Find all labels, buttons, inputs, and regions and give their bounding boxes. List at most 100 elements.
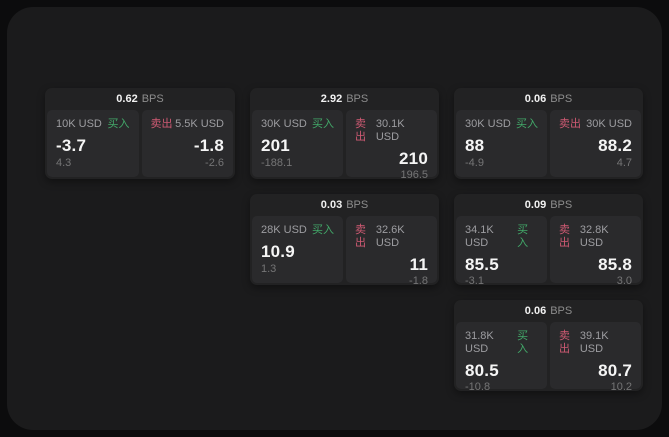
spread-unit-label: BPS — [346, 199, 369, 211]
spread-unit-label: BPS — [550, 93, 573, 105]
buy-label: 买入 — [517, 330, 529, 355]
sell-price: -1.8 — [193, 136, 224, 155]
spread-unit-label: BPS — [141, 93, 164, 105]
quote-card: 0.06 BPS 30K USD 买入 88 -4.9 卖出 30K USD — [454, 88, 643, 179]
buy-label: 买入 — [312, 224, 334, 236]
sell-quote-panel[interactable]: 卖出 32.8K USD 85.8 3.0 — [550, 216, 641, 287]
spread-header: 0.03 BPS — [252, 194, 437, 216]
sell-panel-top: 卖出 32.6K USD — [355, 224, 428, 250]
sell-quote-panel[interactable]: 卖出 32.6K USD 11 -1.8 — [346, 216, 437, 287]
sell-delta: 4.7 — [616, 157, 632, 169]
sell-panel-top: 卖出 30K USD — [559, 118, 632, 131]
sell-size: 39.1K USD — [579, 330, 609, 355]
quote-card: 2.92 BPS 30K USD 买入 201 -188.1 卖出 30.1K … — [250, 88, 439, 181]
buy-size: 10K USD — [56, 118, 102, 130]
buy-panel-top: 34.1K USD 买入 — [465, 224, 538, 250]
buy-quote-panel[interactable]: 30K USD 买入 201 -188.1 — [252, 110, 343, 177]
quote-panels: 30K USD 买入 88 -4.9 卖出 30K USD 88.2 4.7 — [456, 110, 641, 177]
buy-quote-panel[interactable]: 30K USD 买入 88 -4.9 — [456, 110, 547, 177]
sell-size: 30.1K USD — [375, 118, 405, 143]
buy-size: 30K USD — [465, 118, 511, 130]
sell-size: 5.5K USD — [175, 118, 224, 130]
spread-header: 0.62 BPS — [47, 88, 233, 110]
buy-quote-panel[interactable]: 34.1K USD 买入 85.5 -3.1 — [456, 216, 547, 287]
spread-header: 0.06 BPS — [456, 88, 641, 110]
sell-label: 卖出 — [355, 224, 366, 249]
quote-panels: 28K USD 买入 10.9 1.3 卖出 32.6K USD 11 -1.8 — [252, 216, 437, 287]
buy-price: 88 — [465, 136, 485, 155]
buy-price: 201 — [261, 136, 290, 155]
sell-price: 85.8 — [598, 255, 632, 274]
buy-price: -3.7 — [56, 136, 87, 155]
spread-value: 0.62 — [116, 93, 138, 105]
spread-header: 0.06 BPS — [456, 300, 641, 322]
buy-delta: -3.1 — [465, 275, 484, 287]
buy-price: 85.5 — [465, 255, 499, 274]
spread-value: 0.06 — [524, 93, 547, 105]
buy-size: 34.1K USD — [465, 224, 494, 249]
buy-quote-panel[interactable]: 28K USD 买入 10.9 1.3 — [252, 216, 343, 283]
quote-panels: 10K USD 买入 -3.7 4.3 卖出 5.5K USD -1.8 -2.… — [47, 110, 233, 177]
spread-header: 0.09 BPS — [456, 194, 641, 216]
buy-panel-top: 10K USD 买入 — [56, 118, 130, 131]
buy-delta: -4.9 — [465, 157, 484, 169]
sell-panel-top: 卖出 39.1K USD — [559, 330, 632, 356]
buy-price: 80.5 — [465, 361, 499, 380]
spread-unit-label: BPS — [550, 199, 573, 211]
sell-price: 88.2 — [598, 136, 632, 155]
sell-panel-top: 卖出 30.1K USD — [355, 118, 428, 144]
quote-panels: 34.1K USD 买入 85.5 -3.1 卖出 32.8K USD 85.8… — [456, 216, 641, 287]
quotes-grid: 0.62 BPS 10K USD 买入 -3.7 4.3 卖出 5.5K USD — [45, 88, 643, 393]
sell-panel-top: 卖出 32.8K USD — [559, 224, 632, 250]
sell-quote-panel[interactable]: 卖出 39.1K USD 80.7 10.2 — [550, 322, 641, 393]
spread-value: 0.09 — [524, 199, 547, 211]
buy-delta: -10.8 — [465, 381, 491, 393]
buy-panel-top: 30K USD 买入 — [465, 118, 538, 131]
sell-quote-panel[interactable]: 卖出 5.5K USD -1.8 -2.6 — [141, 110, 233, 177]
app-surface: 0.62 BPS 10K USD 买入 -3.7 4.3 卖出 5.5K USD — [7, 7, 662, 430]
sell-delta: -1.8 — [409, 275, 428, 287]
sell-label: 卖出 — [559, 118, 581, 130]
spread-unit-label: BPS — [346, 93, 369, 105]
sell-panel-top: 卖出 5.5K USD — [151, 118, 225, 131]
buy-size: 28K USD — [261, 224, 307, 236]
sell-size: 32.8K USD — [579, 224, 609, 249]
sell-size: 30K USD — [586, 118, 632, 130]
sell-delta: 3.0 — [616, 275, 632, 287]
sell-quote-panel[interactable]: 卖出 30K USD 88.2 4.7 — [550, 110, 641, 177]
buy-delta: -188.1 — [261, 157, 293, 169]
buy-quote-panel[interactable]: 10K USD 买入 -3.7 4.3 — [47, 110, 139, 177]
quote-card: 0.03 BPS 28K USD 买入 10.9 1.3 卖出 32.6K US… — [250, 194, 439, 287]
buy-delta: 4.3 — [56, 157, 72, 169]
buy-label: 买入 — [517, 224, 529, 249]
buy-size: 30K USD — [261, 118, 307, 130]
sell-label: 卖出 — [150, 118, 173, 130]
sell-price: 80.7 — [598, 361, 632, 380]
buy-size: 31.8K USD — [465, 330, 494, 355]
buy-panel-top: 30K USD 买入 — [261, 118, 334, 131]
buy-quote-panel[interactable]: 31.8K USD 买入 80.5 -10.8 — [456, 322, 547, 393]
quote-panels: 30K USD 买入 201 -188.1 卖出 30.1K USD 210 1… — [252, 110, 437, 181]
quote-card: 0.62 BPS 10K USD 买入 -3.7 4.3 卖出 5.5K USD — [45, 88, 235, 179]
sell-price: 210 — [399, 149, 428, 168]
quote-card: 0.09 BPS 34.1K USD 买入 85.5 -3.1 卖出 32.8K… — [454, 194, 643, 287]
sell-label: 卖出 — [559, 330, 570, 355]
sell-size: 32.6K USD — [375, 224, 405, 249]
spread-header: 2.92 BPS — [252, 88, 437, 110]
buy-panel-top: 28K USD 买入 — [261, 224, 334, 237]
sell-delta: 196.5 — [400, 169, 428, 181]
quote-card: 0.06 BPS 31.8K USD 买入 80.5 -10.8 卖出 39.1… — [454, 300, 643, 393]
buy-label: 买入 — [312, 118, 334, 130]
spread-value: 0.06 — [524, 305, 547, 317]
buy-label: 买入 — [516, 118, 538, 130]
sell-label: 卖出 — [559, 224, 570, 249]
sell-quote-panel[interactable]: 卖出 30.1K USD 210 196.5 — [346, 110, 437, 181]
sell-delta: -2.6 — [205, 157, 224, 169]
sell-price: 11 — [409, 255, 428, 274]
buy-delta: 1.3 — [261, 263, 277, 275]
sell-label: 卖出 — [355, 118, 366, 143]
buy-label: 买入 — [107, 118, 130, 130]
spread-value: 2.92 — [320, 93, 343, 105]
sell-delta: 10.2 — [610, 381, 632, 393]
spread-unit-label: BPS — [550, 305, 573, 317]
